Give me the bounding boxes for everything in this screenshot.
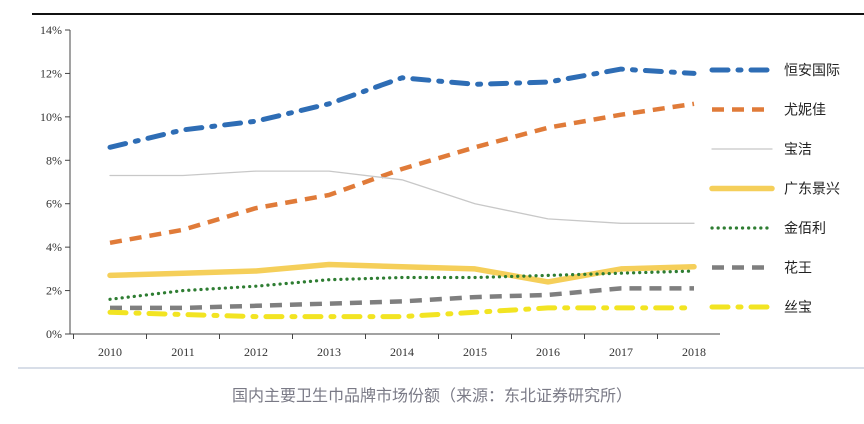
series-line [110, 286, 694, 311]
series-lines [107, 66, 697, 320]
y-tick-label: 4% [46, 240, 62, 254]
legend-label: 花王 [784, 261, 812, 277]
y-tick-label: 8% [46, 153, 62, 167]
x-tick-label: 2016 [536, 345, 560, 359]
y-tick-label: 10% [40, 110, 62, 124]
x-tick-label: 2014 [390, 345, 414, 359]
y-tick-label: 14% [40, 23, 62, 37]
x-tick-label: 2010 [98, 345, 122, 359]
y-tick-label: 6% [46, 197, 62, 211]
x-tick-label: 2012 [244, 345, 268, 359]
series-line [107, 261, 697, 285]
x-tick-label: 2018 [682, 345, 706, 359]
legend-label: 宝洁 [784, 142, 812, 158]
axes: 0% 2% 4% 6% 8% 10% 12% 14% 2010 2011 2012 2013 2014 2… [40, 23, 720, 359]
series-line [108, 269, 696, 301]
series-line [109, 170, 695, 224]
x-tick-label: 2015 [463, 345, 487, 359]
legend-label: 金佰利 [784, 221, 826, 237]
x-tick-label: 2017 [609, 345, 633, 359]
legend-label: 丝宝 [784, 300, 812, 316]
legend-label: 广东景兴 [784, 182, 840, 198]
y-tick-label: 0% [46, 327, 62, 341]
x-tick-label: 2011 [171, 345, 195, 359]
chart-caption: 国内主要卫生巾品牌市场份额（来源：东北证券研究所） [231, 386, 632, 405]
y-tick-label: 2% [46, 284, 62, 298]
y-tick-label: 12% [40, 66, 62, 80]
legend-label: 尤妮佳 [784, 103, 826, 119]
series-line [109, 101, 695, 246]
legend-label: 恒安国际 [784, 63, 840, 79]
x-tick-label: 2013 [317, 345, 341, 359]
series-line [107, 66, 697, 150]
